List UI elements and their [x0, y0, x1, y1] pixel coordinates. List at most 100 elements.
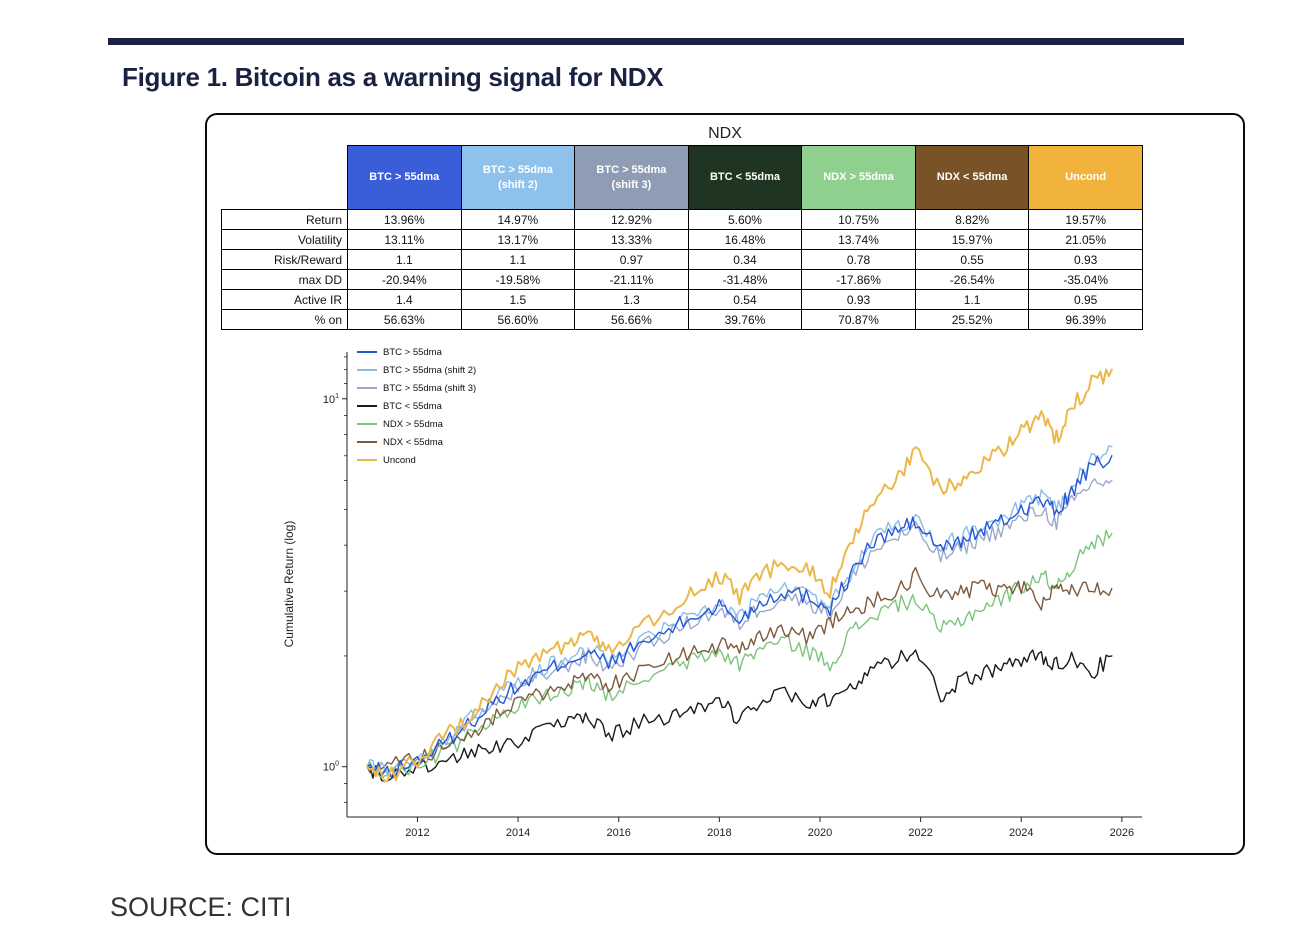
legend-item: BTC > 55dma (shift 2)	[357, 363, 476, 377]
row-header: max DD	[221, 269, 348, 290]
table-cell: 0.55	[914, 249, 1030, 270]
legend-swatch	[357, 351, 377, 353]
column-header: NDX > 55dma	[801, 145, 916, 210]
table-row: Risk/Reward 1.1 1.1 0.97 0.34 0.78 0.55 0.93	[221, 249, 1143, 270]
table-cell: 1.1	[347, 249, 462, 270]
table-cell: 16.48%	[687, 229, 803, 250]
table-cell: -17.86%	[801, 269, 916, 290]
series-line-6	[366, 368, 1113, 783]
table-cell: 25.52%	[914, 309, 1030, 330]
table-row: Active IR 1.4 1.5 1.3 0.54 0.93 1.1 0.95	[221, 289, 1143, 310]
table-cell: 13.96%	[347, 209, 462, 230]
table-cell: 0.54	[687, 289, 803, 310]
stats-table-header-row: BTC > 55dma BTC > 55dma (shift 2) BTC > 55d…	[222, 145, 1143, 210]
table-cell: 19.57%	[1028, 209, 1143, 230]
legend-label: Uncond	[383, 454, 416, 466]
column-header: NDX < 55dma	[914, 145, 1030, 210]
table-cell: 1.5	[460, 289, 576, 310]
table-cell: -31.48%	[687, 269, 803, 290]
column-header: Uncond	[1028, 145, 1143, 210]
table-row: % on 56.63% 56.60% 56.66% 39.76% 70.87% 25.52%…	[221, 309, 1143, 330]
legend-swatch	[357, 459, 377, 461]
table-cell: -21.11%	[574, 269, 689, 290]
table-cell: 70.87%	[801, 309, 916, 330]
legend-item: BTC > 55dma	[357, 345, 476, 359]
x-tick-label: 2024	[1009, 827, 1033, 839]
table-cell: 0.95	[1028, 289, 1143, 310]
table-corner-cell	[222, 146, 348, 210]
legend-swatch	[357, 405, 377, 407]
table-cell: 12.92%	[574, 209, 689, 230]
column-header: BTC > 55dma	[347, 145, 462, 210]
table-cell: 0.34	[687, 249, 803, 270]
legend-label: BTC > 55dma (shift 3)	[383, 382, 477, 394]
legend-item: BTC < 55dma	[357, 399, 476, 413]
legend-item: NDX < 55dma	[357, 435, 476, 449]
legend-label: BTC > 55dma (shift 2)	[383, 364, 477, 376]
series-line-2	[366, 478, 1113, 777]
x-tick-label: 2018	[707, 827, 731, 839]
row-header: Volatility	[221, 229, 348, 250]
series-line-3	[366, 649, 1113, 783]
row-header: Return	[221, 209, 348, 230]
y-tick-label: 100	[323, 761, 339, 774]
legend-item: BTC > 55dma (shift 3)	[357, 381, 476, 395]
table-cell: 56.60%	[460, 309, 576, 330]
legend-label: BTC > 55dma	[383, 346, 442, 358]
chart-canvas: 2012 2014 2016 2018 2020 2022 2024 2026 100 101	[323, 352, 1142, 839]
table-cell: -35.04%	[1028, 269, 1143, 290]
table-cell: 10.75%	[801, 209, 916, 230]
legend-swatch	[357, 387, 377, 389]
x-tick-label: 2022	[908, 827, 932, 839]
legend-swatch	[357, 423, 377, 425]
column-header: BTC < 55dma	[687, 145, 803, 210]
row-header: % on	[221, 309, 348, 330]
chart-legend: BTC > 55dma BTC > 55dma (shift 2) BTC > 55…	[357, 345, 476, 471]
legend-item: Uncond	[357, 453, 476, 467]
table-cell: -19.58%	[460, 269, 576, 290]
cumulative-return-chart: Cumulative Return (log) 2012 2014 2016 2018…	[282, 340, 1152, 847]
table-row: Volatility 13.11% 13.17% 13.33% 16.48% 13.74%…	[221, 229, 1143, 250]
table-cell: 13.17%	[460, 229, 576, 250]
series-line-0	[366, 455, 1113, 779]
table-cell: 1.1	[460, 249, 576, 270]
table-row: max DD -20.94% -19.58% -21.11% -31.48% -17.86…	[221, 269, 1143, 290]
x-tick-label: 2012	[405, 827, 429, 839]
chart-title: NDX	[708, 125, 742, 142]
table-cell: 21.05%	[1028, 229, 1143, 250]
legend-swatch	[357, 441, 377, 443]
column-header: BTC > 55dma (shift 3)	[574, 145, 689, 210]
column-header: BTC > 55dma (shift 2)	[460, 145, 576, 210]
legend-label: NDX > 55dma	[383, 418, 443, 430]
table-cell: 13.33%	[574, 229, 689, 250]
table-cell: 14.97%	[460, 209, 576, 230]
table-cell: 0.93	[801, 289, 916, 310]
x-tick-label: 2020	[808, 827, 832, 839]
source-text: SOURCE: CITI	[110, 892, 292, 922]
table-cell: 15.97%	[914, 229, 1030, 250]
legend-label: NDX < 55dma	[383, 436, 443, 448]
table-cell: 1.4	[347, 289, 462, 310]
series-line-4	[366, 529, 1113, 779]
series-line-5	[366, 566, 1113, 775]
series-line-1	[366, 445, 1113, 776]
legend-swatch	[357, 369, 377, 371]
table-cell: 1.1	[914, 289, 1030, 310]
x-tick-label: 2026	[1110, 827, 1134, 839]
table-cell: 56.63%	[347, 309, 462, 330]
table-cell: 56.66%	[574, 309, 689, 330]
table-cell: 1.3	[574, 289, 689, 310]
table-cell: 0.97	[574, 249, 689, 270]
table-row: Return 13.96% 14.97% 12.92% 5.60% 10.75% 8.82%…	[221, 209, 1143, 230]
table-cell: -20.94%	[347, 269, 462, 290]
table-cell: 39.76%	[687, 309, 803, 330]
row-header: Risk/Reward	[221, 249, 348, 270]
table-cell: 0.93	[1028, 249, 1143, 270]
table-cell: 13.11%	[347, 229, 462, 250]
table-cell: 0.78	[801, 249, 916, 270]
x-tick-label: 2014	[506, 827, 530, 839]
top-rule	[108, 38, 1184, 45]
x-tick-label: 2016	[606, 827, 630, 839]
row-header: Active IR	[221, 289, 348, 310]
table-cell: 13.74%	[801, 229, 916, 250]
